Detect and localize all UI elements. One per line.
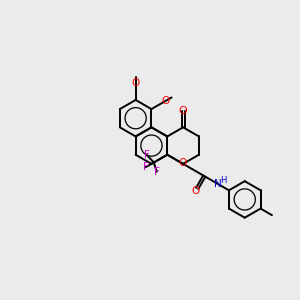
Text: N: N: [214, 179, 222, 189]
Text: O: O: [162, 96, 170, 106]
Text: F: F: [143, 162, 148, 172]
Text: O: O: [131, 78, 140, 88]
Text: F: F: [154, 167, 160, 177]
Text: H: H: [220, 176, 226, 185]
Text: O: O: [178, 158, 186, 168]
Text: O: O: [191, 187, 200, 196]
Text: F: F: [144, 150, 150, 160]
Text: O: O: [179, 106, 188, 116]
